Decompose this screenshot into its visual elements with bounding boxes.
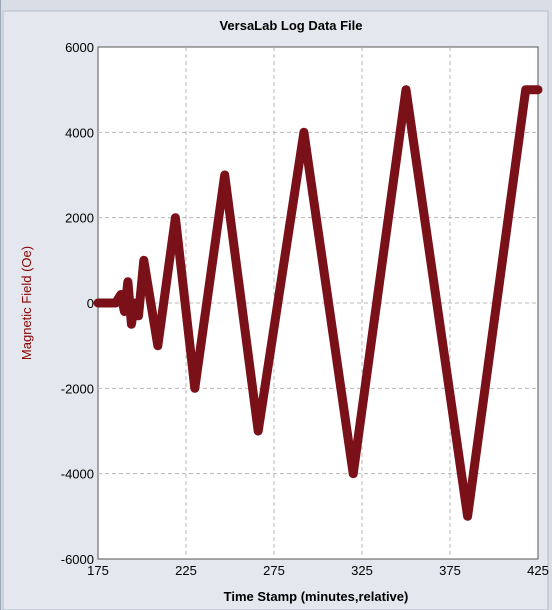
chart-title: VersaLab Log Data File	[219, 18, 362, 33]
x-tick-label: 175	[87, 563, 109, 578]
x-tick-label: 425	[527, 563, 549, 578]
x-tick-label: 375	[439, 563, 461, 578]
series-line	[93, 85, 543, 521]
y-axis-label: Magnetic Field (Oe)	[19, 246, 34, 360]
y-tick-label: -6000	[61, 552, 94, 567]
y-tick-label: 4000	[65, 125, 94, 140]
y-tick-labels: -6000 -4000 -2000 0 2000 4000 6000	[61, 40, 94, 567]
x-axis-label: Time Stamp (minutes,relative)	[224, 589, 409, 604]
y-tick-label: -2000	[61, 381, 94, 396]
y-tick-label: 0	[87, 296, 94, 311]
y-tick-label: 2000	[65, 211, 94, 226]
x-tick-label: 325	[351, 563, 373, 578]
y-tick-label: 6000	[65, 40, 94, 55]
x-tick-label: 275	[263, 563, 285, 578]
y-tick-label: -4000	[61, 467, 94, 482]
x-tick-label: 225	[175, 563, 197, 578]
x-tick-labels: 175 225 275 325 375 425	[87, 563, 549, 578]
series-layer	[93, 85, 543, 521]
